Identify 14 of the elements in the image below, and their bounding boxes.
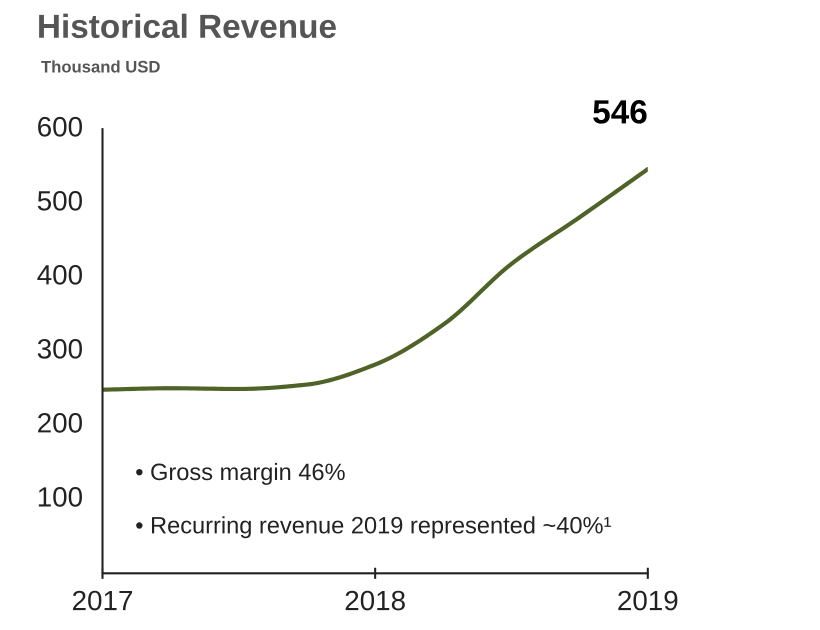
x-tick-label: 2019 (618, 590, 678, 610)
x-tick-label: 2018 (346, 590, 405, 610)
y-tick-label: 200 (38, 413, 82, 433)
y-tick-label: 300 (38, 339, 82, 359)
y-tick-label: 600 (38, 116, 82, 137)
annotation: • Gross margin 46% (136, 462, 345, 485)
chart-subtitle: Thousand USD (41, 60, 160, 73)
y-tick-label: 100 (38, 487, 82, 507)
y-tick-label: 400 (37, 264, 82, 285)
y-tick-label: 500 (38, 190, 82, 211)
annotation: • Recurring revenue 2019 represented ~40%¹ (136, 516, 611, 538)
annotation: 546 (593, 100, 647, 124)
x-tick-label: 2017 (73, 590, 132, 610)
chart-title: Historical Revenue (39, 14, 336, 38)
